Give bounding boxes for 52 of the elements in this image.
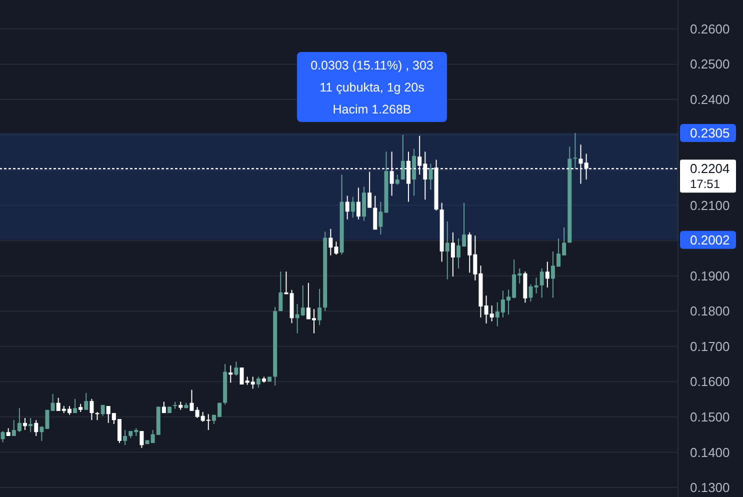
y-tick-label: 0.1500 — [690, 409, 730, 424]
candlestick — [34, 420, 38, 436]
text: 17:51 — [690, 176, 720, 191]
candlestick — [140, 430, 144, 448]
annotation: 0.0303 (15.11%) , 303 — [310, 58, 434, 72]
y-tick-label: 0.1300 — [690, 480, 730, 496]
candlestick — [240, 367, 244, 385]
candlestick — [50, 394, 55, 412]
candlestick — [400, 134, 405, 180]
candlestick — [256, 376, 260, 388]
y-tick-label: 0.2400 — [690, 92, 730, 108]
candlestick — [73, 398, 78, 414]
candlestick — [28, 417, 33, 433]
candlestick — [90, 398, 94, 421]
candlestick — [23, 417, 28, 430]
annotation: Hacim 1.268B — [332, 102, 412, 116]
y-tick-label: 0.1700 — [690, 338, 730, 354]
ref-line-label: 0.2204 — [690, 161, 730, 176]
candlestick — [0, 430, 5, 443]
candlestick — [356, 187, 360, 220]
candlestick — [545, 261, 550, 288]
candlestick — [540, 268, 544, 298]
candlestick — [190, 389, 194, 412]
candlestick — [528, 284, 533, 302]
candlestick — [84, 392, 88, 410]
candlestick — [573, 132, 578, 170]
candlestick — [445, 221, 450, 280]
candlestick — [412, 148, 416, 196]
candlestick — [228, 364, 233, 384]
y-tick-label: 0.2100 — [690, 198, 730, 213]
candlestick — [362, 186, 366, 222]
candlestick — [278, 271, 283, 312]
candlestick — [395, 174, 400, 186]
candlestick — [373, 195, 378, 230]
candlestick — [123, 429, 128, 446]
text: 0.2002 — [690, 232, 730, 248]
y-tick-label: 0.1600 — [690, 374, 730, 390]
candlestick — [368, 171, 372, 208]
candlestick — [450, 232, 455, 278]
candlestick — [318, 288, 322, 326]
y-tick-label: 0.1400 — [690, 444, 730, 460]
text: 0.2305 — [690, 126, 730, 141]
candlestick — [234, 361, 238, 376]
candlestick — [350, 196, 355, 218]
y-tick-label: 0.2500 — [690, 56, 730, 72]
annotation: 11 çubukta, 1g 20s — [320, 80, 424, 94]
y-tick-label: 0.2600 — [690, 21, 730, 36]
candlestick — [345, 195, 350, 220]
y-tick-label: 0.1900 — [690, 268, 730, 284]
candlestick — [534, 277, 538, 294]
candlestick — [428, 163, 433, 190]
y-tick-label: 0.1800 — [690, 304, 730, 319]
